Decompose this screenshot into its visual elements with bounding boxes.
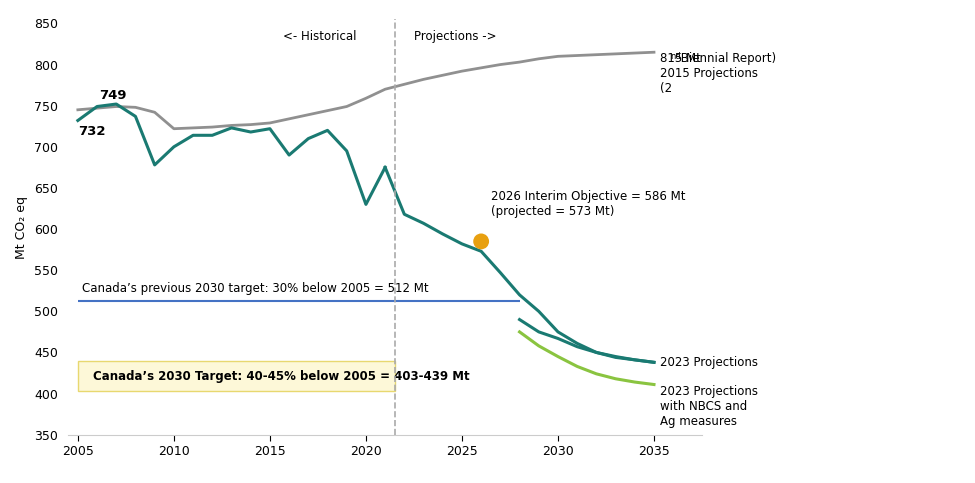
Bar	[78, 361, 395, 391]
Text: <- Historical: <- Historical	[283, 30, 356, 43]
Point	[473, 238, 488, 245]
Text: 815 Mt
2015 Projections
(2: 815 Mt 2015 Projections (2	[660, 52, 758, 95]
Text: 732: 732	[78, 126, 105, 139]
Text: Canada’s previous 2030 target: 30% below 2005 = 512 Mt: Canada’s previous 2030 target: 30% below…	[82, 282, 428, 295]
Y-axis label: Mt CO₂ eq: Mt CO₂ eq	[16, 196, 28, 258]
Text: Biennial Report): Biennial Report)	[677, 52, 776, 65]
Text: Canada’s 2030 Target: 40-45% below 2005 = 403-439 Mt: Canada’s 2030 Target: 40-45% below 2005 …	[94, 370, 470, 383]
Text: 749: 749	[99, 89, 127, 102]
Text: 2026 Interim Objective = 586 Mt
(projected = 573 Mt): 2026 Interim Objective = 586 Mt (project…	[490, 189, 685, 217]
Text: Projections ->: Projections ->	[414, 30, 496, 43]
Text: 2023 Projections: 2023 Projections	[660, 356, 758, 369]
Text: 2023 Projections
with NBCS and
Ag measures: 2023 Projections with NBCS and Ag measur…	[660, 384, 758, 427]
Text: nd: nd	[671, 52, 682, 61]
